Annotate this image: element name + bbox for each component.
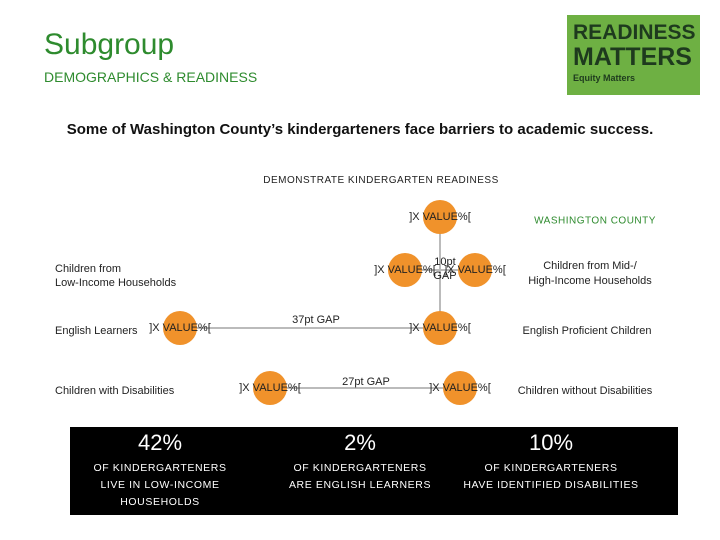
dot-label: ]X VALUE%[ <box>444 264 506 276</box>
stat-value: 10% <box>528 430 574 455</box>
right-label: English Proficient Children <box>522 325 651 337</box>
dot-label: ]X VALUE%[ <box>409 322 471 334</box>
subtitle: DEMOGRAPHICS & READINESS <box>44 69 258 85</box>
right-label: High-Income Households <box>528 275 652 287</box>
gap-label: 37pt GAP <box>292 314 340 326</box>
logo-line: READINESS <box>573 21 696 44</box>
stat-value: 42% <box>137 430 183 455</box>
right-label: Children without Disabilities <box>518 385 653 397</box>
dot <box>423 200 457 234</box>
dot <box>443 371 477 405</box>
dot <box>163 311 197 345</box>
dot <box>388 253 422 287</box>
stat-text: HOUSEHOLDS <box>120 496 200 508</box>
left-label: Children with Disabilities <box>55 385 175 397</box>
stat-text: LIVE IN LOW-INCOME <box>100 479 220 491</box>
stat-text: OF KINDERGARTENERS <box>93 462 227 474</box>
dot-label: ]X VALUE%[ <box>239 382 301 394</box>
stat-value: 2% <box>344 430 376 455</box>
dot-label: ]X VALUE%[ <box>429 382 491 394</box>
gap-label: 27pt GAP <box>342 376 390 388</box>
dot <box>458 253 492 287</box>
logo: READINESS MATTERS Equity Matters <box>567 15 700 95</box>
logo-tagline: Equity Matters <box>573 73 636 83</box>
intro: Some of Washington County’s kindergarten… <box>66 121 654 138</box>
gap-label: 10pt <box>434 256 455 268</box>
stat-text: OF KINDERGARTENERS <box>484 462 618 474</box>
left-label: English Learners <box>55 325 138 337</box>
left-label: Children from <box>55 263 121 275</box>
plot: ]X VALUE%[ WASHINGTON COUNTY ]X VALUE%[ ]X … <box>55 200 656 405</box>
logo-line: MATTERS <box>573 43 692 71</box>
gap-label: GAP <box>433 270 456 282</box>
stat-text: ARE ENGLISH LEARNERS <box>288 479 432 491</box>
stats-box <box>70 427 678 515</box>
dot-label: ]X VALUE%[ <box>374 264 436 276</box>
stat-text: HAVE IDENTIFIED DISABILITIES <box>463 479 639 491</box>
dot-label: ]X VALUE%[ <box>409 211 471 223</box>
dot <box>423 311 457 345</box>
right-label: Children from Mid-/ <box>543 260 637 272</box>
county-label: WASHINGTON COUNTY <box>534 216 656 227</box>
stat-text: OF KINDERGARTENERS <box>293 462 427 474</box>
left-label: Low-Income Households <box>55 277 177 289</box>
dot-label: ]X VALUE%[ <box>149 322 211 334</box>
dot <box>253 371 287 405</box>
title: Subgroup <box>44 28 175 61</box>
section-title: DEMONSTRATE KINDERGARTEN READINESS <box>263 175 499 186</box>
